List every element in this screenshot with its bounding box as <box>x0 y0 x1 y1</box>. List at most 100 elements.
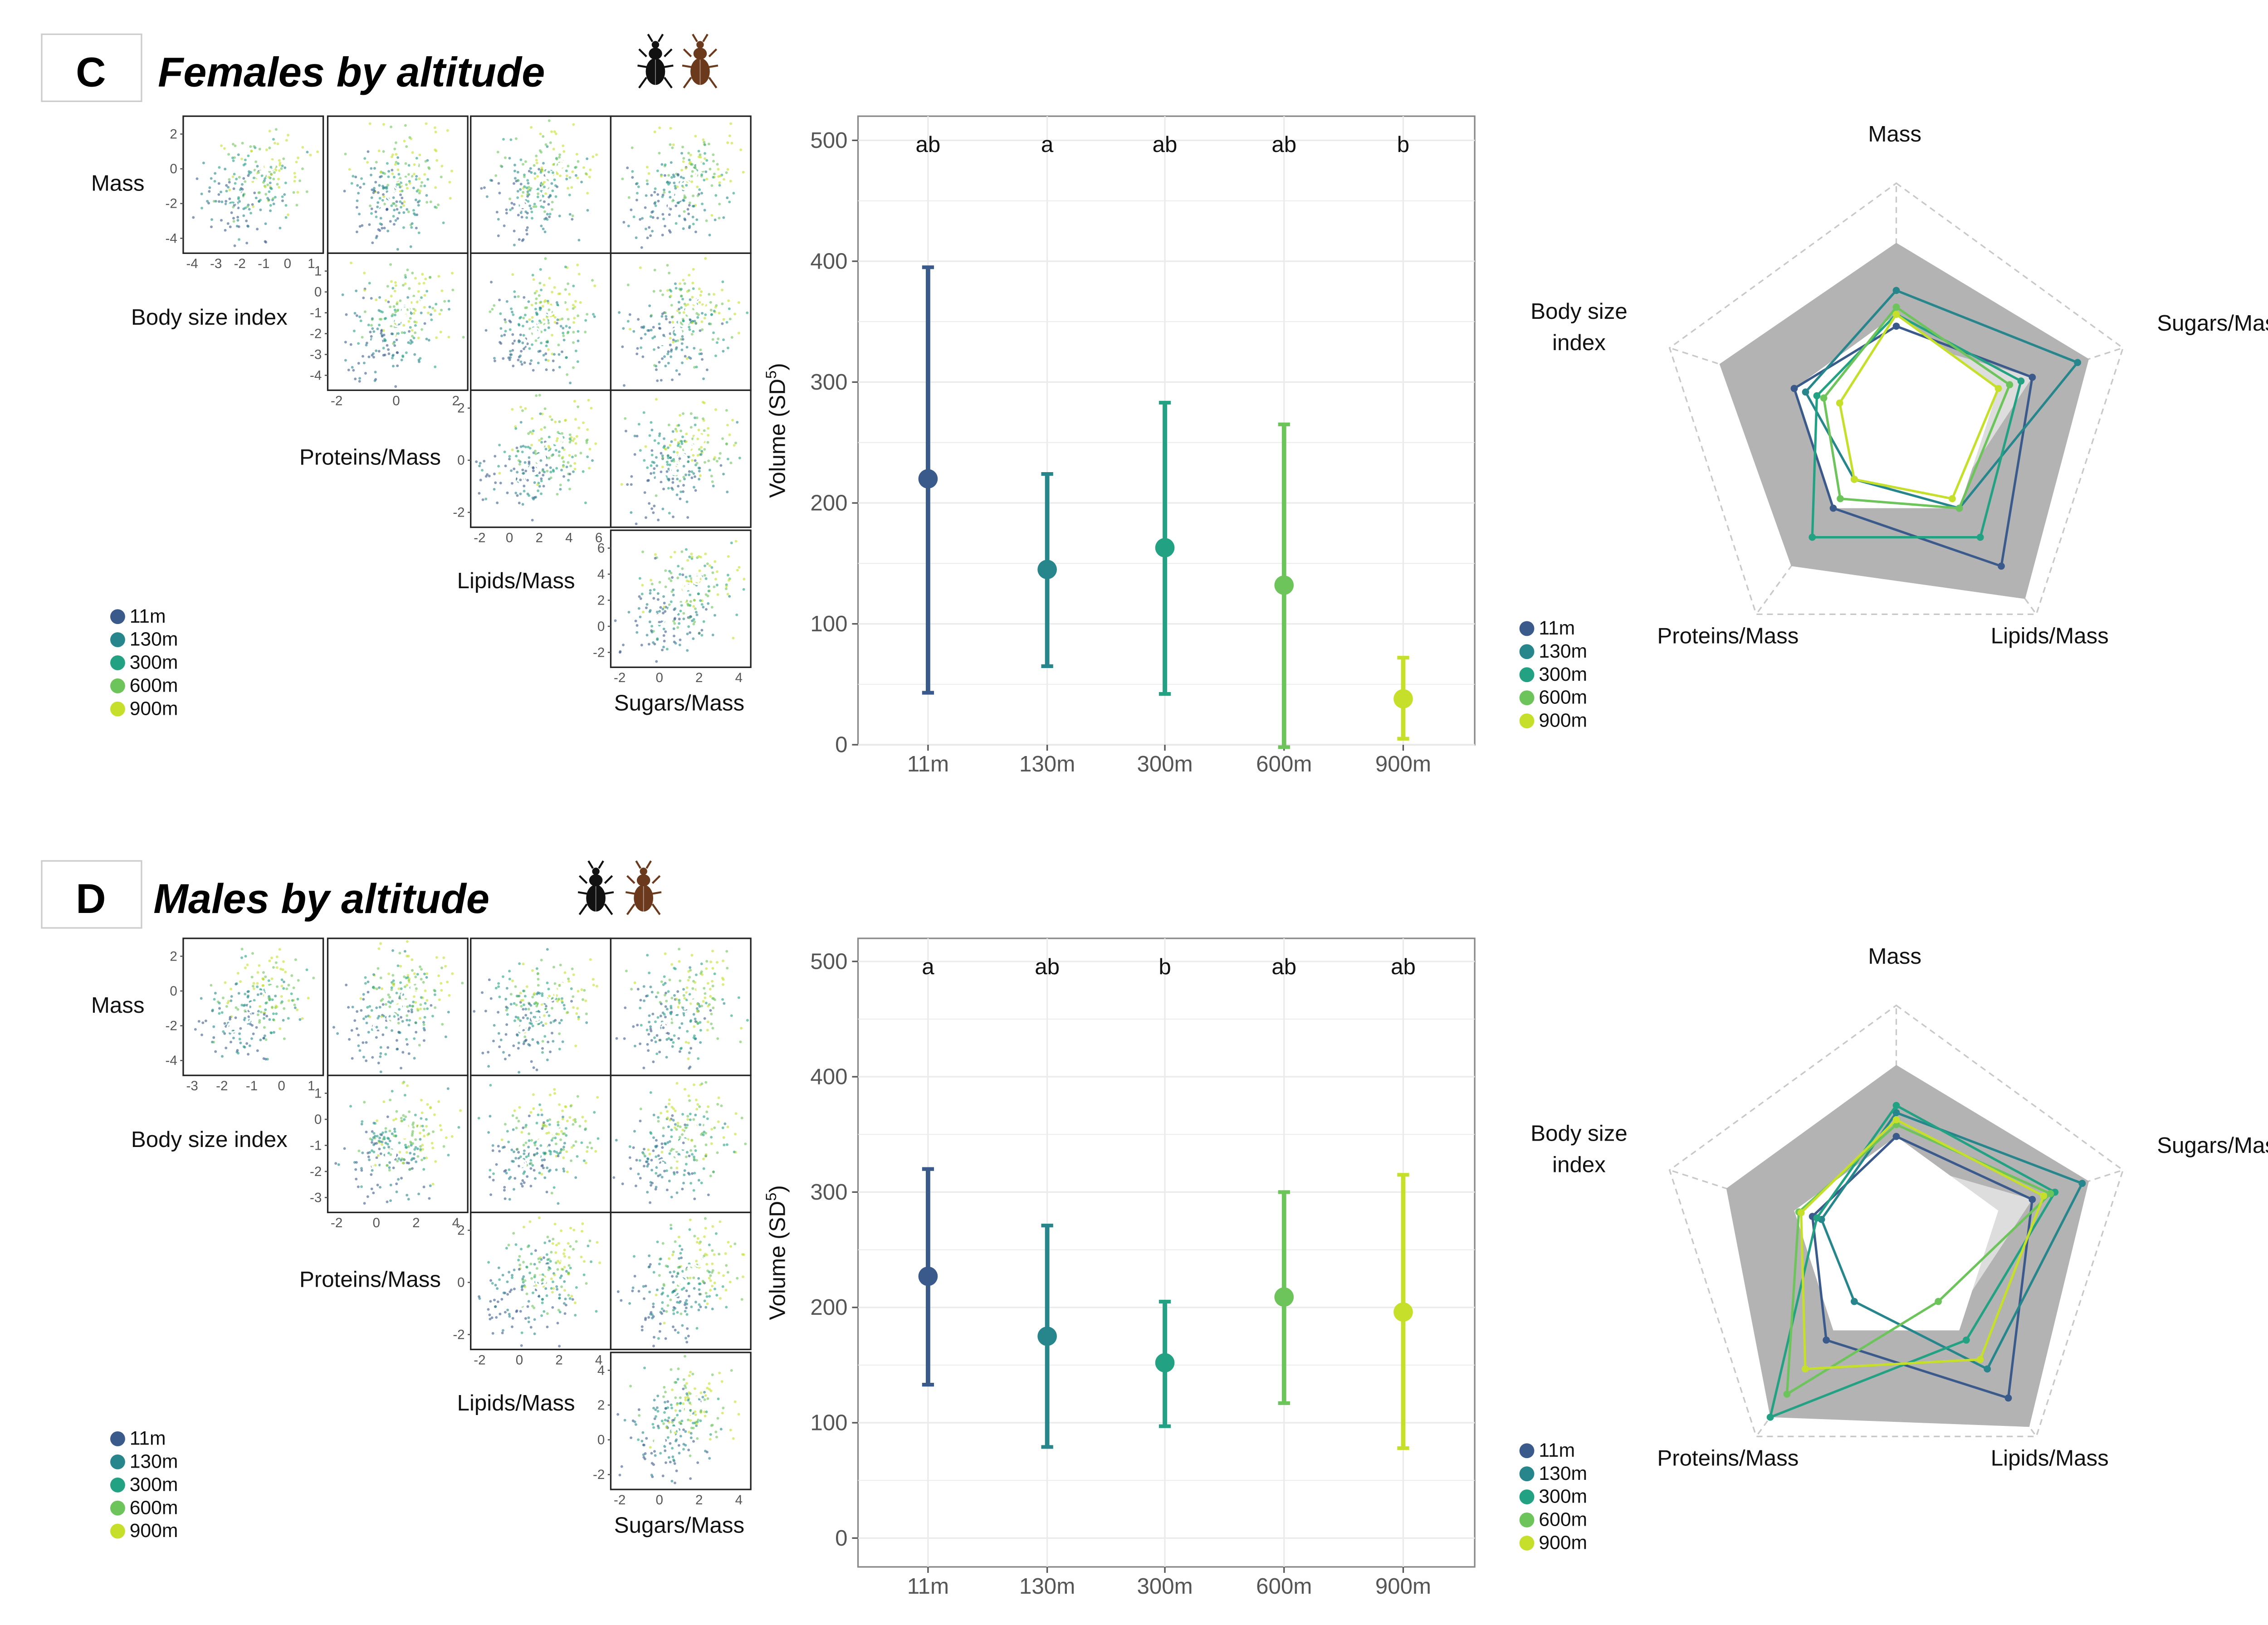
scatter-point <box>669 1460 672 1464</box>
scatter-point <box>692 194 694 197</box>
pairs-tick: 4 <box>565 530 572 545</box>
scatter-point <box>529 1111 533 1114</box>
scatter-point <box>675 998 678 1000</box>
scatter-point <box>400 1159 403 1162</box>
scatter-point <box>649 592 652 595</box>
scatter-point <box>598 1261 601 1264</box>
scatter-point <box>645 194 648 197</box>
scatter-point <box>542 206 545 209</box>
scatter-point <box>558 1311 562 1313</box>
pairs-tick: -3 <box>310 1190 322 1205</box>
scatter-point <box>697 1308 700 1312</box>
scatter-point <box>647 1162 650 1166</box>
scatter-point <box>642 1443 645 1446</box>
scatter-point <box>416 1155 420 1158</box>
scatter-point <box>706 1020 709 1024</box>
scatter-point <box>364 976 367 979</box>
scatter-point <box>237 196 240 199</box>
scatter-point <box>712 331 715 334</box>
centroid-marker <box>514 473 526 485</box>
scatter-point <box>709 301 712 304</box>
scatter-point <box>699 556 702 559</box>
scatter-point <box>221 1055 224 1058</box>
scatter-point <box>570 1294 573 1298</box>
scatter-point <box>282 987 285 990</box>
scatter-point <box>659 1257 662 1260</box>
scatter-point <box>386 229 390 233</box>
scatter-point <box>558 1032 561 1035</box>
scatter-point <box>586 191 589 195</box>
scatter-point <box>705 159 709 162</box>
scatter-point <box>700 603 704 606</box>
scatter-point <box>707 427 710 430</box>
scatter-point <box>457 1126 460 1129</box>
scatter-point <box>650 464 653 467</box>
scatter-point <box>391 974 395 977</box>
scatter-point <box>660 980 663 983</box>
scatter-point <box>672 173 675 176</box>
scatter-point <box>367 1152 370 1155</box>
scatter-point <box>515 995 518 998</box>
scatter-point <box>423 1134 426 1137</box>
pairs-cell <box>470 1211 612 1351</box>
scatter-point <box>533 202 536 205</box>
scatter-point <box>695 1159 698 1162</box>
scatter-point <box>535 394 538 397</box>
scatter-point <box>427 339 430 342</box>
scatter-point <box>515 1309 518 1313</box>
scatter-point <box>391 169 394 172</box>
beetle-leg <box>663 77 673 89</box>
scatter-point <box>664 1401 666 1404</box>
scatter-point <box>670 963 674 966</box>
scatter-point <box>688 328 691 331</box>
scatter-point <box>686 632 689 635</box>
scatter-point <box>437 974 440 977</box>
scatter-point <box>503 318 507 321</box>
scatter-point <box>654 1408 657 1411</box>
scatter-point <box>561 1117 564 1121</box>
scatter-point <box>689 1047 693 1050</box>
scatter-point <box>546 1059 549 1061</box>
scatter-point <box>722 216 725 219</box>
scatter-point <box>700 320 704 323</box>
scatter-point <box>691 987 694 990</box>
scatter-point <box>541 1279 543 1282</box>
centroid-marker <box>247 1001 259 1013</box>
scatter-point <box>664 311 667 314</box>
scatter-point <box>524 1014 528 1017</box>
scatter-point <box>708 1457 711 1460</box>
scatter-point <box>677 565 680 568</box>
scatter-point <box>700 962 703 966</box>
scatter-point <box>550 130 553 133</box>
scatter-point <box>542 468 544 471</box>
scatter-point <box>653 1450 656 1453</box>
scatter-point <box>584 501 587 504</box>
scatter-point <box>263 1034 266 1037</box>
scatter-point <box>418 1044 421 1047</box>
pairs-tick: -2 <box>310 326 322 341</box>
scatter-point <box>514 427 518 430</box>
scatter-point <box>572 1144 575 1147</box>
scatter-point <box>655 1171 658 1175</box>
scatter-point <box>587 1244 590 1248</box>
scatter-point <box>355 1177 358 1181</box>
radar-axis-label: Proteins/Mass <box>1657 624 1799 649</box>
scatter-point <box>575 1286 578 1289</box>
scatter-point <box>252 987 255 990</box>
scatter-point <box>255 1026 258 1029</box>
scatter-point <box>677 1152 680 1156</box>
scatter-point <box>418 200 421 202</box>
scatter-point <box>680 1256 683 1259</box>
scatter-point <box>387 300 390 303</box>
scatter-point <box>653 268 656 272</box>
scatter-point <box>533 1153 536 1156</box>
scatter-point <box>683 210 686 213</box>
legend-label: 900m <box>130 1520 178 1542</box>
scatter-point <box>372 356 375 359</box>
scatter-point <box>690 954 694 957</box>
scatter-point <box>641 584 644 587</box>
scatter-point <box>580 1255 583 1259</box>
scatter-point <box>419 1003 422 1006</box>
scatter-point <box>654 556 657 560</box>
scatter-point <box>539 132 542 136</box>
